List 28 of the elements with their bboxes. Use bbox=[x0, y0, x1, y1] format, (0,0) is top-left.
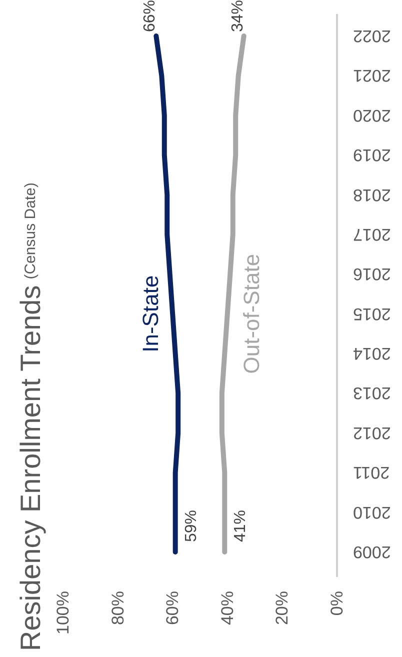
y-tick-label: 2016 bbox=[353, 264, 391, 284]
x-tick-label: 20% bbox=[272, 591, 292, 626]
y-tick-label: 2014 bbox=[353, 344, 391, 364]
y-tick-label: 2019 bbox=[353, 146, 391, 165]
data-label: 34% bbox=[229, 0, 246, 32]
x-tick-label: 100% bbox=[54, 591, 72, 634]
text: Out-of-State bbox=[238, 254, 264, 374]
text: (Census Date) bbox=[22, 182, 38, 280]
data-label: 66% bbox=[142, 0, 159, 32]
y-tick-label: 2010 bbox=[353, 502, 391, 522]
x-tick-label: 0% bbox=[328, 591, 346, 616]
x-tick-label: 60% bbox=[163, 591, 182, 626]
data-label: 59% bbox=[182, 510, 200, 542]
data-label: 41% bbox=[232, 510, 250, 542]
text: Residency Enrollment Trends bbox=[14, 285, 46, 651]
y-tick-label: 2015 bbox=[353, 304, 391, 324]
x-tick-label: 80% bbox=[108, 591, 128, 626]
y-tick-label: 2020 bbox=[353, 106, 391, 125]
y-tick-label: 2021 bbox=[353, 66, 391, 86]
y-tick-label: 2018 bbox=[353, 185, 391, 204]
y-tick-label: 2013 bbox=[353, 384, 391, 403]
text: In-State bbox=[138, 275, 164, 352]
y-tick-label: 2009 bbox=[353, 542, 391, 562]
y-tick-label: 2012 bbox=[353, 423, 391, 442]
x-tick-label: 40% bbox=[218, 591, 237, 626]
y-tick-label: 2017 bbox=[353, 224, 391, 244]
y-tick-label: 2022 bbox=[353, 26, 391, 46]
y-tick-label: 2011 bbox=[353, 463, 390, 482]
